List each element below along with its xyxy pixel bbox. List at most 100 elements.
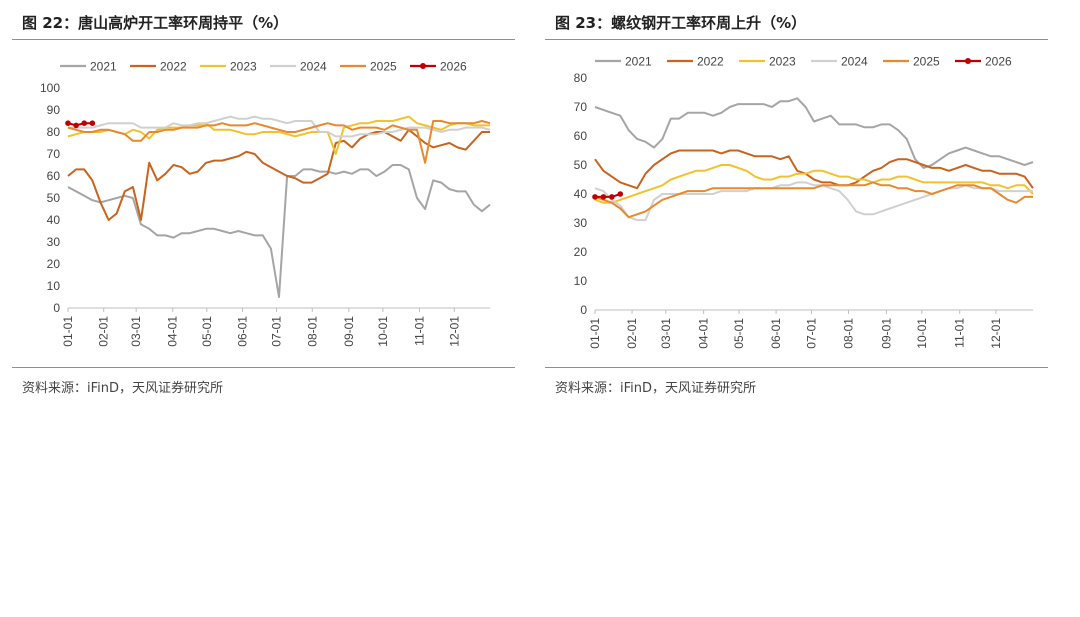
- x-tick-label: 02-01: [625, 318, 639, 349]
- legend-item-2026: 2026: [955, 55, 1012, 69]
- series-line-2024: [594, 181, 1033, 222]
- x-tick-label: 03-01: [129, 316, 143, 347]
- title-divider: [12, 39, 515, 40]
- legend-item-2021: 2021: [60, 60, 117, 74]
- x-tick-label: 07-01: [270, 316, 284, 347]
- x-tick-label: 08-01: [842, 318, 856, 349]
- x-tick-label: 05-01: [200, 316, 214, 347]
- legend-item-2023: 2023: [739, 55, 796, 69]
- x-tick-label: 09-01: [879, 318, 893, 349]
- y-tick-label: 20: [47, 257, 61, 271]
- y-tick-label: 80: [47, 125, 61, 139]
- y-tick-label: 40: [47, 213, 61, 227]
- data-point-2026: [609, 194, 615, 200]
- series-line-2022: [594, 149, 1034, 190]
- legend-item-2021: 2021: [595, 55, 652, 69]
- x-tick-label: 04-01: [166, 316, 180, 347]
- series-line-2021: [594, 97, 1034, 169]
- x-tick-label: 11-01: [412, 316, 426, 346]
- legend-label: 2024: [841, 55, 868, 69]
- source-divider: [12, 367, 515, 368]
- legend-item-2024: 2024: [811, 55, 868, 69]
- x-tick-label: 10-01: [376, 316, 390, 347]
- y-tick-label: 0: [53, 301, 60, 315]
- x-tick-label: 12-01: [989, 318, 1003, 349]
- chart-panel-right: 图 23：螺纹钢开工率环周上升（%） 0 10 20 30 40 50 60 70 80 01-0…: [545, 0, 1050, 400]
- legend-marker: [420, 63, 426, 69]
- legend-label: 2021: [90, 60, 117, 74]
- data-point-2026: [89, 120, 96, 126]
- legend-label: 2026: [985, 55, 1012, 69]
- legend-item-2022: 2022: [130, 60, 187, 74]
- x-tick-label: 06-01: [235, 316, 249, 347]
- x-tick-label: 11-01: [953, 318, 967, 348]
- x-tick-label: 08-01: [305, 316, 319, 347]
- legend-label: 2023: [769, 55, 796, 69]
- figure-title: 图 23：螺纹钢开工率环周上升（%）: [555, 14, 807, 32]
- x-tick-label: 10-01: [915, 318, 929, 349]
- x-tick-label: 05-01: [732, 318, 746, 349]
- legend-item-2025: 2025: [883, 55, 940, 69]
- data-point-2026: [617, 191, 624, 197]
- legend-label: 2023: [230, 60, 257, 74]
- legend-label: 2022: [160, 60, 187, 74]
- x-tick-label: 04-01: [697, 318, 711, 349]
- y-tick-label: 70: [47, 147, 61, 161]
- data-point-2026: [73, 122, 79, 129]
- legend-marker: [965, 58, 971, 64]
- line-chart-rebar-operating-rate: 0 10 20 30 40 50 60 70 80 01-01 02-01 03-01 04-01 05-…: [574, 55, 1034, 349]
- x-tick-label: 02-01: [97, 316, 111, 347]
- x-tick-label: 09-01: [342, 316, 356, 347]
- series-line-2023: [594, 164, 1034, 204]
- series-line-2026: [67, 122, 93, 127]
- title-divider: [545, 39, 1048, 40]
- series-line-2025: [67, 120, 491, 164]
- figure-title: 图 22：唐山高炉开工率环周持平（%）: [22, 14, 289, 32]
- y-tick-label: 50: [47, 191, 61, 205]
- x-tick-label: 01-01: [588, 318, 602, 349]
- x-tick-label: 12-01: [447, 316, 461, 347]
- legend-label: 2026: [440, 60, 467, 74]
- legend-item-2022: 2022: [667, 55, 724, 69]
- y-tick-label: 30: [47, 235, 61, 249]
- y-tick-label: 10: [47, 279, 61, 293]
- line-chart-tangshan-blast-furnace: 0 10 20 30 40 50 60 70 80 90 100 01-01 02-01 03-01 04-…: [40, 60, 491, 347]
- series-line-2025: [594, 181, 1033, 219]
- x-tick-label: 07-01: [804, 318, 818, 349]
- legend-item-2026: 2026: [410, 60, 467, 74]
- legend-label: 2021: [625, 55, 652, 69]
- legend-item-2023: 2023: [200, 60, 257, 74]
- y-tick-label: 40: [574, 187, 588, 201]
- legend-item-2024: 2024: [270, 60, 327, 74]
- legend-label: 2024: [300, 60, 327, 74]
- legend-label: 2025: [913, 55, 940, 69]
- legend-label: 2022: [697, 55, 724, 69]
- data-point-2026: [81, 120, 88, 126]
- x-tick-label: 06-01: [769, 318, 783, 349]
- source-note: 资料来源：iFinD，天风证券研究所: [555, 381, 757, 396]
- data-point-2026: [600, 194, 607, 200]
- series-line-2021: [67, 164, 491, 298]
- data-point-2026: [65, 120, 71, 126]
- series-line-2024: [68, 115, 491, 138]
- y-tick-label: 60: [574, 129, 588, 143]
- y-tick-label: 30: [574, 216, 588, 230]
- y-tick-label: 50: [574, 158, 588, 172]
- source-note: 资料来源：iFinD，天风证券研究所: [22, 381, 224, 396]
- y-tick-label: 60: [47, 169, 61, 183]
- legend-item-2025: 2025: [340, 60, 397, 74]
- y-tick-label: 70: [574, 100, 588, 114]
- y-tick-label: 100: [40, 81, 60, 95]
- y-tick-label: 20: [574, 245, 588, 259]
- chart-panel-left: 图 22：唐山高炉开工率环周持平（%） 0 10 20 30 40 50 60 70 80 90 1…: [12, 0, 517, 400]
- legend-label: 2025: [370, 60, 397, 74]
- source-divider: [545, 367, 1048, 368]
- data-point-2026: [592, 194, 598, 200]
- y-tick-label: 0: [580, 303, 587, 317]
- series-line-2026: [595, 193, 621, 198]
- y-tick-label: 10: [574, 274, 588, 288]
- y-tick-label: 80: [574, 71, 588, 85]
- x-tick-label: 01-01: [61, 316, 75, 347]
- series-line-2023: [67, 115, 490, 155]
- x-tick-label: 03-01: [659, 318, 673, 349]
